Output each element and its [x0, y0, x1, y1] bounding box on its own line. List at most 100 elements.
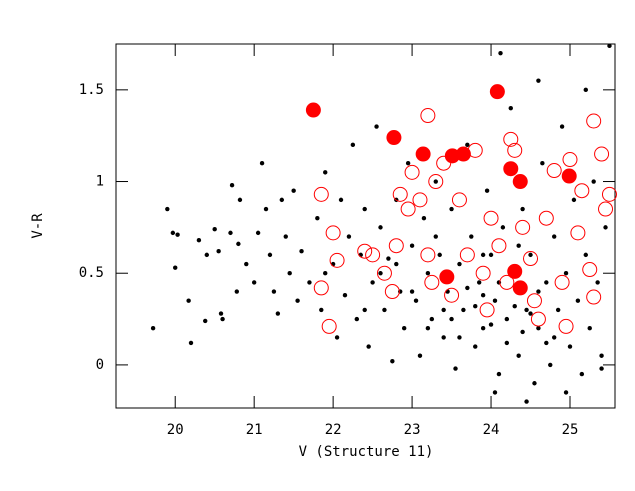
open-marker: [503, 131, 519, 147]
point: [417, 353, 423, 358]
point: [492, 298, 498, 303]
open-marker: [357, 243, 373, 259]
point: [150, 326, 156, 331]
point: [559, 124, 565, 129]
open-marker: [562, 152, 578, 168]
point: [453, 366, 458, 371]
point: [283, 234, 288, 239]
point: [251, 280, 257, 285]
open-marker: [558, 318, 574, 334]
point: [307, 280, 312, 285]
y-axis-label: V-R: [30, 213, 46, 239]
point: [528, 252, 533, 258]
open-marker: [325, 225, 341, 241]
point: [374, 124, 379, 129]
point: [421, 216, 427, 221]
point: [465, 285, 470, 291]
point: [350, 142, 356, 148]
open-marker: [601, 186, 617, 202]
point: [338, 197, 344, 203]
point: [512, 304, 517, 309]
open-marker: [530, 311, 546, 327]
point: [378, 271, 383, 276]
point: [579, 371, 585, 377]
open-marker: [321, 318, 337, 334]
point: [480, 326, 486, 331]
point: [540, 160, 545, 166]
point: [218, 311, 224, 316]
open-marker: [507, 142, 523, 158]
point: [473, 304, 478, 309]
point: [319, 307, 324, 313]
open-marker: [586, 113, 602, 129]
open-marker: [459, 247, 475, 263]
point: [188, 340, 194, 346]
point: [263, 206, 269, 212]
x-tick-label: 20: [167, 422, 184, 438]
open-marker: [574, 183, 590, 199]
open-marker: [436, 155, 452, 171]
point: [386, 256, 391, 261]
y-tick-label: 0.5: [79, 265, 104, 281]
point: [607, 43, 612, 49]
point: [571, 197, 577, 203]
open-marker: [384, 284, 400, 300]
point: [504, 316, 510, 322]
point: [457, 335, 462, 340]
point: [469, 234, 474, 239]
point: [275, 311, 281, 316]
open-marker: [392, 186, 408, 202]
open-marker: [420, 247, 436, 263]
filled-marker: [561, 168, 577, 184]
filled-marker: [512, 174, 528, 190]
point: [528, 311, 533, 316]
open-marker: [526, 293, 542, 309]
point: [492, 390, 498, 395]
point: [544, 340, 549, 346]
point: [536, 289, 541, 294]
open-marker: [499, 274, 515, 290]
open-marker: [329, 252, 345, 268]
point: [173, 265, 178, 270]
open-marker: [313, 280, 329, 296]
open-marker: [582, 262, 598, 278]
open-marker: [523, 251, 539, 267]
point: [498, 50, 503, 56]
point: [203, 318, 208, 324]
open-marker: [515, 219, 531, 235]
point: [323, 170, 328, 175]
open-marker: [376, 265, 392, 281]
point: [480, 293, 486, 298]
point: [449, 316, 454, 322]
point: [461, 307, 466, 313]
point: [484, 188, 490, 193]
point: [342, 293, 348, 298]
point: [244, 261, 249, 267]
point: [473, 344, 478, 349]
filled-marker: [503, 161, 519, 177]
point: [382, 307, 387, 313]
point: [599, 353, 604, 358]
point: [170, 230, 176, 236]
point: [220, 316, 225, 322]
open-marker: [365, 247, 381, 263]
point: [536, 78, 541, 83]
open-marker: [400, 201, 416, 217]
point: [237, 197, 243, 203]
point: [366, 344, 371, 349]
open-marker: [570, 225, 586, 241]
open-marker: [444, 287, 460, 303]
point: [480, 252, 486, 258]
point: [362, 206, 367, 212]
filled-marker: [415, 146, 431, 162]
point: [516, 353, 521, 358]
open-marker: [483, 210, 499, 226]
point: [204, 252, 209, 258]
point: [216, 249, 221, 254]
point: [196, 238, 202, 243]
x-tick-label: 22: [325, 422, 342, 438]
point: [457, 261, 462, 267]
point: [291, 188, 296, 193]
x-tick-label: 24: [483, 422, 500, 438]
